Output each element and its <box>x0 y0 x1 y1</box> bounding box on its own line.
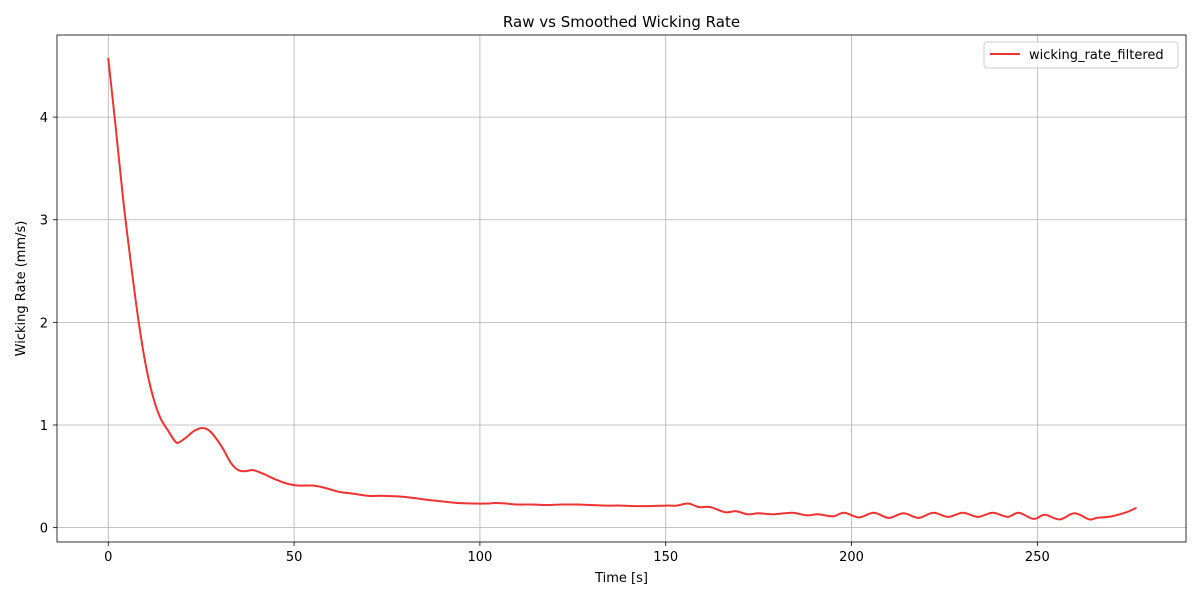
legend: wicking_rate_filtered <box>983 41 1179 69</box>
y-tick-label: 3 <box>40 214 48 229</box>
y-tick-label: 2 <box>40 316 48 331</box>
y-tick-label: 0 <box>40 522 48 537</box>
series-group <box>107 57 1137 521</box>
plot-frame <box>56 34 1187 543</box>
x-tick-label: 150 <box>653 550 678 565</box>
y-tick-label: 4 <box>40 111 48 126</box>
x-tick-label: 50 <box>286 550 303 565</box>
legend-box <box>983 41 1179 69</box>
y-tick-label: 1 <box>40 419 48 434</box>
series-line <box>107 57 1137 521</box>
y-axis-title: Wicking Rate (mm/s) <box>14 221 29 357</box>
legend-label: wicking_rate_filtered <box>1029 48 1164 63</box>
x-tick-label: 100 <box>467 550 492 565</box>
x-axis-title: Time [s] <box>594 571 648 586</box>
chart-title: Raw vs Smoothed Wicking Rate <box>503 13 740 31</box>
x-tick-label: 0 <box>104 550 112 565</box>
grid-lines <box>57 35 1186 542</box>
x-tick-label: 200 <box>839 550 864 565</box>
x-tick-label: 250 <box>1025 550 1050 565</box>
axis-ticks: 0 50 100 150 200 250 0 1 2 3 4 <box>40 111 1050 565</box>
